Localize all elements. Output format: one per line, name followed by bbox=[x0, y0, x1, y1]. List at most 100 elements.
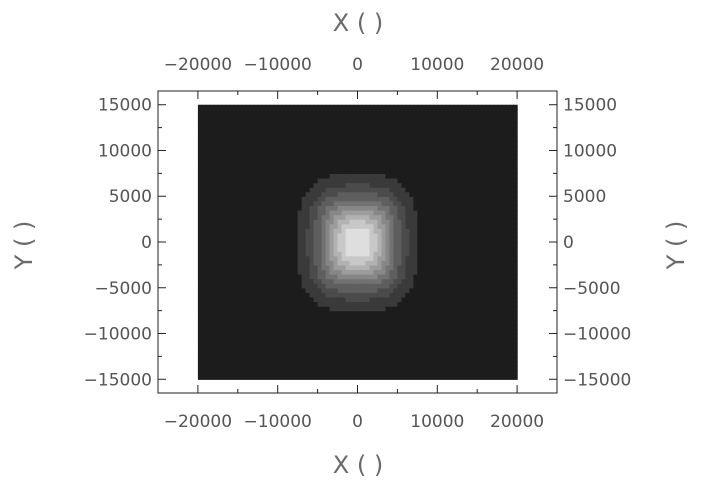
heatmap-cell bbox=[289, 242, 295, 248]
heatmap-cell bbox=[477, 242, 482, 248]
heatmap-cell bbox=[317, 264, 323, 271]
heatmap-cell bbox=[409, 150, 414, 156]
heatmap-cell bbox=[453, 168, 458, 174]
heatmap-cell bbox=[249, 219, 255, 225]
heatmap-cell bbox=[453, 333, 458, 339]
heatmap-cell bbox=[405, 315, 410, 321]
heatmap-cell bbox=[261, 370, 267, 376]
heatmap-cell bbox=[365, 141, 371, 147]
heatmap-cell bbox=[461, 177, 466, 184]
heatmap-cell bbox=[261, 164, 267, 170]
heatmap-cell bbox=[301, 177, 307, 184]
heatmap-cell bbox=[305, 356, 311, 362]
heatmap-cell bbox=[277, 342, 283, 348]
heatmap-cell bbox=[433, 187, 438, 193]
heatmap-cell bbox=[381, 283, 387, 289]
heatmap-cell bbox=[445, 370, 450, 376]
heatmap-cell bbox=[401, 342, 406, 348]
heatmap-cell bbox=[405, 123, 410, 129]
heatmap-cell bbox=[245, 328, 251, 335]
heatmap-cell bbox=[197, 264, 203, 271]
heatmap-cell bbox=[357, 159, 363, 165]
heatmap-cell bbox=[301, 159, 307, 165]
heatmap-cell bbox=[433, 333, 438, 339]
heatmap-cell bbox=[209, 173, 215, 179]
heatmap-cell bbox=[397, 365, 402, 371]
heatmap-cell bbox=[337, 264, 343, 271]
heatmap-cell bbox=[229, 278, 235, 284]
heatmap-cell bbox=[453, 155, 458, 161]
heatmap-cell bbox=[305, 200, 311, 206]
heatmap-cell bbox=[261, 315, 267, 321]
heatmap-cell bbox=[253, 118, 259, 124]
heatmap-cell bbox=[501, 301, 506, 307]
heatmap-cell bbox=[221, 356, 227, 362]
heatmap-cell bbox=[389, 104, 395, 110]
heatmap-cell bbox=[513, 306, 518, 312]
heatmap-cell bbox=[441, 200, 446, 206]
heatmap-cell bbox=[245, 269, 251, 275]
heatmap-cell bbox=[309, 123, 315, 129]
heatmap-cell bbox=[213, 155, 219, 161]
heatmap-cell bbox=[441, 319, 446, 325]
heatmap-cell bbox=[225, 338, 231, 344]
heatmap-cell bbox=[337, 232, 343, 239]
heatmap-cell bbox=[489, 301, 494, 307]
heatmap-cell bbox=[385, 260, 391, 266]
heatmap-cell bbox=[401, 269, 406, 275]
heatmap-cell bbox=[389, 123, 395, 129]
heatmap-cell bbox=[309, 274, 315, 280]
heatmap-cell bbox=[213, 255, 219, 261]
heatmap-cell bbox=[481, 338, 486, 344]
heatmap-cell bbox=[305, 251, 311, 257]
heatmap-cell bbox=[397, 283, 402, 289]
heatmap-cell bbox=[409, 132, 414, 138]
heatmap-cell bbox=[301, 200, 307, 206]
heatmap-cell bbox=[337, 155, 343, 161]
heatmap-cell bbox=[289, 109, 295, 115]
heatmap-cell bbox=[481, 264, 486, 271]
heatmap-cell bbox=[249, 145, 255, 152]
heatmap-cell bbox=[201, 182, 207, 188]
heatmap-cell bbox=[393, 150, 398, 156]
heatmap-cell bbox=[373, 351, 379, 357]
heatmap-cell bbox=[393, 127, 398, 133]
heatmap-cell bbox=[197, 155, 203, 161]
heatmap-cell bbox=[469, 132, 474, 138]
heatmap-cell bbox=[309, 219, 315, 225]
heatmap-cell bbox=[249, 155, 255, 161]
heatmap-cell bbox=[425, 333, 430, 339]
heatmap-cell bbox=[497, 232, 502, 239]
heatmap-cell bbox=[265, 164, 271, 170]
heatmap-cell bbox=[469, 232, 474, 239]
heatmap-cell bbox=[465, 374, 470, 380]
heatmap-cell bbox=[281, 264, 287, 271]
heatmap-cell bbox=[369, 164, 375, 170]
heatmap-cell bbox=[241, 260, 247, 266]
heatmap-cell bbox=[513, 315, 518, 321]
heatmap-cell bbox=[417, 219, 422, 225]
heatmap-cell bbox=[345, 237, 351, 243]
heatmap-cell bbox=[393, 310, 398, 316]
heatmap-cell bbox=[393, 351, 398, 357]
heatmap-cell bbox=[489, 219, 494, 225]
heatmap-cell bbox=[321, 237, 327, 243]
heatmap-cell bbox=[265, 306, 271, 312]
heatmap-cell bbox=[289, 223, 295, 229]
heatmap-cell bbox=[213, 177, 219, 184]
heatmap-cell bbox=[297, 260, 303, 266]
heatmap-cell bbox=[409, 365, 414, 371]
heatmap-cell bbox=[349, 155, 355, 161]
heatmap-cell bbox=[409, 164, 414, 170]
heatmap-cell bbox=[457, 177, 462, 184]
heatmap-cell bbox=[373, 214, 379, 220]
heatmap-cell bbox=[233, 356, 239, 362]
heatmap-cell bbox=[397, 251, 402, 257]
heatmap-cell bbox=[277, 228, 283, 234]
heatmap-cell bbox=[245, 319, 251, 325]
heatmap-cell bbox=[345, 274, 351, 280]
heatmap-cell bbox=[397, 315, 402, 321]
heatmap-cell bbox=[437, 191, 442, 197]
heatmap-cell bbox=[309, 242, 315, 248]
heatmap-cell bbox=[461, 214, 466, 220]
